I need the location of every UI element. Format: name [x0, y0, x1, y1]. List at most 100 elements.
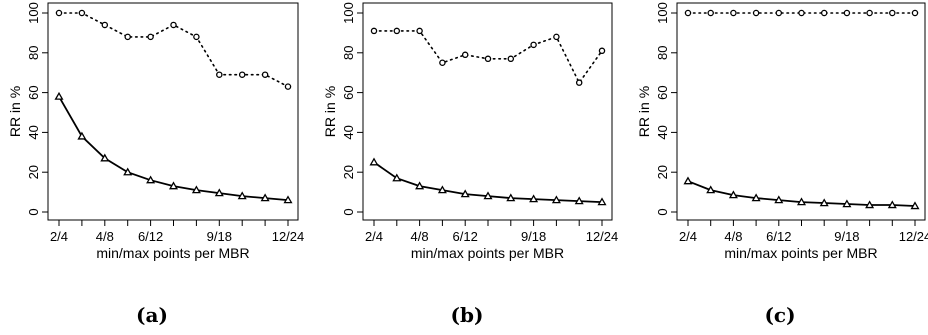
y-axis-title: RR in % [636, 86, 652, 137]
data-point-triangle [706, 185, 716, 194]
data-point-circle [843, 9, 851, 17]
data-point-circle [78, 9, 86, 17]
x-axis-title: min/max points per MBR [96, 245, 249, 261]
data-point-triangle [506, 193, 516, 202]
data-point-circle [393, 27, 401, 35]
data-point-triangle [751, 193, 761, 202]
data-point-triangle [392, 173, 402, 182]
data-point-triangle [369, 157, 379, 166]
x-tick-label: 4/8 [411, 229, 429, 244]
x-tick-label: 4/8 [96, 229, 114, 244]
x-tick-label: 9/18 [521, 229, 546, 244]
y-tick-label: 80 [655, 46, 670, 60]
data-point-triangle [574, 196, 584, 205]
data-point-triangle [460, 189, 470, 198]
x-tick-label: 12/24 [586, 229, 619, 244]
data-point-triangle [819, 198, 829, 207]
data-point-circle [775, 9, 783, 17]
data-point-circle [416, 27, 423, 35]
y-tick-label: 0 [655, 208, 670, 215]
data-point-triangle [214, 188, 224, 197]
y-tick-label: 0 [341, 208, 356, 215]
plot-frame [362, 2, 613, 221]
y-axis-title: RR in % [7, 86, 23, 137]
data-point-circle [101, 21, 109, 29]
data-point-circle [461, 51, 469, 59]
x-tick-label: 4/8 [724, 229, 742, 244]
data-point-circle [530, 41, 537, 49]
x-tick-label: 2/4 [365, 229, 383, 244]
data-point-triangle [415, 181, 425, 190]
data-point-circle [55, 9, 63, 17]
data-point-triangle [237, 191, 247, 200]
x-axis-title: min/max points per MBR [411, 245, 564, 261]
data-point-triangle [887, 200, 897, 209]
data-point-circle [261, 71, 269, 78]
y-tick-label: 40 [655, 125, 670, 139]
chart-panel-2: 0 20 40 60 80 100 2/4 4/8 6/12 9/18 12/24 min/max p… [322, 2, 618, 327]
data-point-circle [598, 47, 606, 55]
x-tick-label: 6/12 [138, 229, 163, 244]
data-point-triangle [54, 91, 64, 100]
series-line-dotted [58, 12, 289, 88]
data-point-circle [707, 9, 714, 17]
x-tick-label: 2/4 [50, 229, 68, 244]
x-tick-label: 9/18 [207, 229, 232, 244]
data-point-circle [484, 55, 492, 63]
data-point-triangle [774, 195, 784, 204]
y-axis-title: RR in % [322, 86, 338, 137]
data-point-circle [170, 21, 177, 29]
y-tick-label: 20 [655, 165, 670, 179]
data-point-triangle [437, 185, 447, 194]
data-point-circle [730, 9, 737, 17]
data-point-circle [147, 33, 154, 41]
data-point-triangle [100, 153, 110, 162]
panel-label: (a) [136, 303, 168, 327]
data-point-triangle [123, 167, 133, 176]
data-point-triangle [597, 197, 607, 206]
data-point-circle [124, 33, 131, 41]
x-tick-label: 6/12 [766, 229, 791, 244]
data-point-circle [553, 33, 560, 41]
data-point-triangle [551, 195, 561, 204]
y-tick-label: 60 [655, 85, 670, 99]
data-point-circle [507, 55, 515, 63]
plot-frame [676, 2, 926, 221]
data-point-triangle [529, 194, 539, 203]
data-point-circle [575, 79, 583, 86]
y-tick-label: 40 [341, 125, 356, 139]
data-point-circle [684, 9, 692, 17]
data-point-circle [216, 71, 223, 78]
data-point-triangle [168, 181, 179, 190]
x-axis-title: min/max points per MBR [724, 245, 877, 261]
data-point-triangle [146, 175, 156, 184]
data-point-triangle [910, 201, 920, 210]
panel-label: (c) [764, 303, 795, 327]
data-point-triangle [77, 131, 87, 140]
chart-panel-1: 0 20 40 60 80 100 2/4 4/8 6/12 9/18 12/24 min/max p… [7, 2, 304, 327]
y-tick-label: 60 [26, 85, 41, 99]
data-point-circle [193, 33, 200, 41]
data-point-triangle [260, 193, 270, 202]
data-point-triangle [683, 176, 693, 185]
data-point-triangle [842, 199, 852, 208]
x-tick-label: 12/24 [272, 229, 305, 244]
y-tick-label: 100 [26, 2, 41, 24]
y-tick-label: 60 [341, 85, 356, 99]
y-tick-label: 20 [341, 165, 356, 179]
data-point-circle [238, 71, 246, 78]
y-tick-label: 100 [341, 2, 356, 24]
data-point-triangle [483, 191, 493, 200]
data-point-circle [439, 59, 446, 67]
panel-label: (b) [451, 303, 484, 327]
data-point-circle [370, 27, 378, 35]
data-point-triangle [796, 197, 807, 206]
x-tick-label: 6/12 [453, 229, 478, 244]
data-point-triangle [728, 190, 738, 199]
y-tick-label: 80 [341, 46, 356, 60]
data-point-triangle [865, 200, 875, 209]
y-tick-label: 80 [26, 46, 41, 60]
chart-panel-3: 0 20 40 60 80 100 2/4 4/8 6/12 9/18 12/24 min/max p… [636, 2, 928, 327]
data-point-circle [911, 9, 919, 17]
